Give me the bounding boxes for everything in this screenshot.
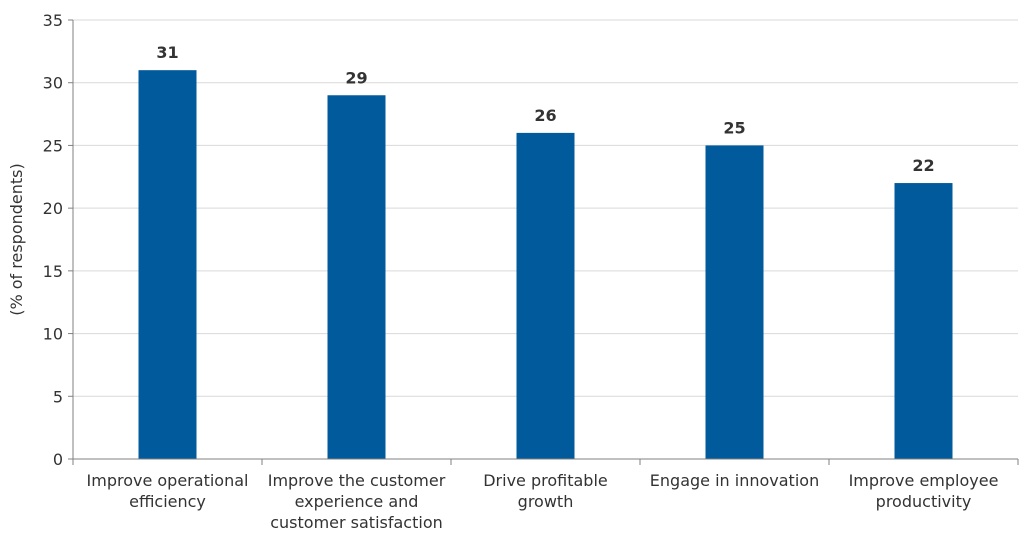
data-label: 31 xyxy=(156,43,178,62)
bar xyxy=(138,70,197,460)
x-category-label: Improve operational efficiency xyxy=(87,471,249,511)
y-axis-title: (% of respondents) xyxy=(7,163,26,316)
x-category-label: Improve the customer experience and custom… xyxy=(268,471,446,532)
x-category-label-line: growth xyxy=(518,492,574,511)
x-category-label-line: Engage in innovation xyxy=(650,471,819,490)
x-category-label: Engage in innovation xyxy=(650,471,819,490)
x-category-label-line: Improve employee xyxy=(849,471,999,490)
bar xyxy=(705,145,764,459)
y-tick-label: 30 xyxy=(43,74,63,93)
x-category-label-line: productivity xyxy=(876,492,972,511)
x-category-label: Drive profitable growth xyxy=(483,471,608,511)
x-category-label-line: Improve operational xyxy=(87,471,249,490)
bar xyxy=(516,132,575,459)
data-label: 25 xyxy=(723,118,745,137)
data-label: 22 xyxy=(912,156,934,175)
y-tick-label: 10 xyxy=(43,325,63,344)
data-label: 26 xyxy=(534,106,556,125)
bar xyxy=(327,95,386,459)
bar xyxy=(894,183,953,460)
y-tick-label: 35 xyxy=(43,11,63,30)
y-tick-label: 15 xyxy=(43,262,63,281)
y-tick-label: 5 xyxy=(53,387,63,406)
x-category-label-line: Drive profitable xyxy=(483,471,608,490)
data-labels: 31 29 26 25 22 xyxy=(156,43,934,175)
bars xyxy=(138,70,953,460)
y-tick-label: 25 xyxy=(43,136,63,155)
y-tick-label: 20 xyxy=(43,199,63,218)
x-category-label-line: customer satisfaction xyxy=(270,513,443,532)
data-label: 29 xyxy=(345,68,367,87)
y-tick-label: 0 xyxy=(53,450,63,469)
x-category-label-line: experience and xyxy=(295,492,419,511)
x-axis-labels: Improve operational efficiency Improve the… xyxy=(72,459,1019,532)
y-axis-ticks: 0 5 10 15 20 25 30 35 xyxy=(43,11,73,469)
x-category-label: Improve employee productivity xyxy=(849,471,999,511)
x-category-label-line: efficiency xyxy=(129,492,206,511)
x-category-label-line: Improve the customer xyxy=(268,471,446,490)
